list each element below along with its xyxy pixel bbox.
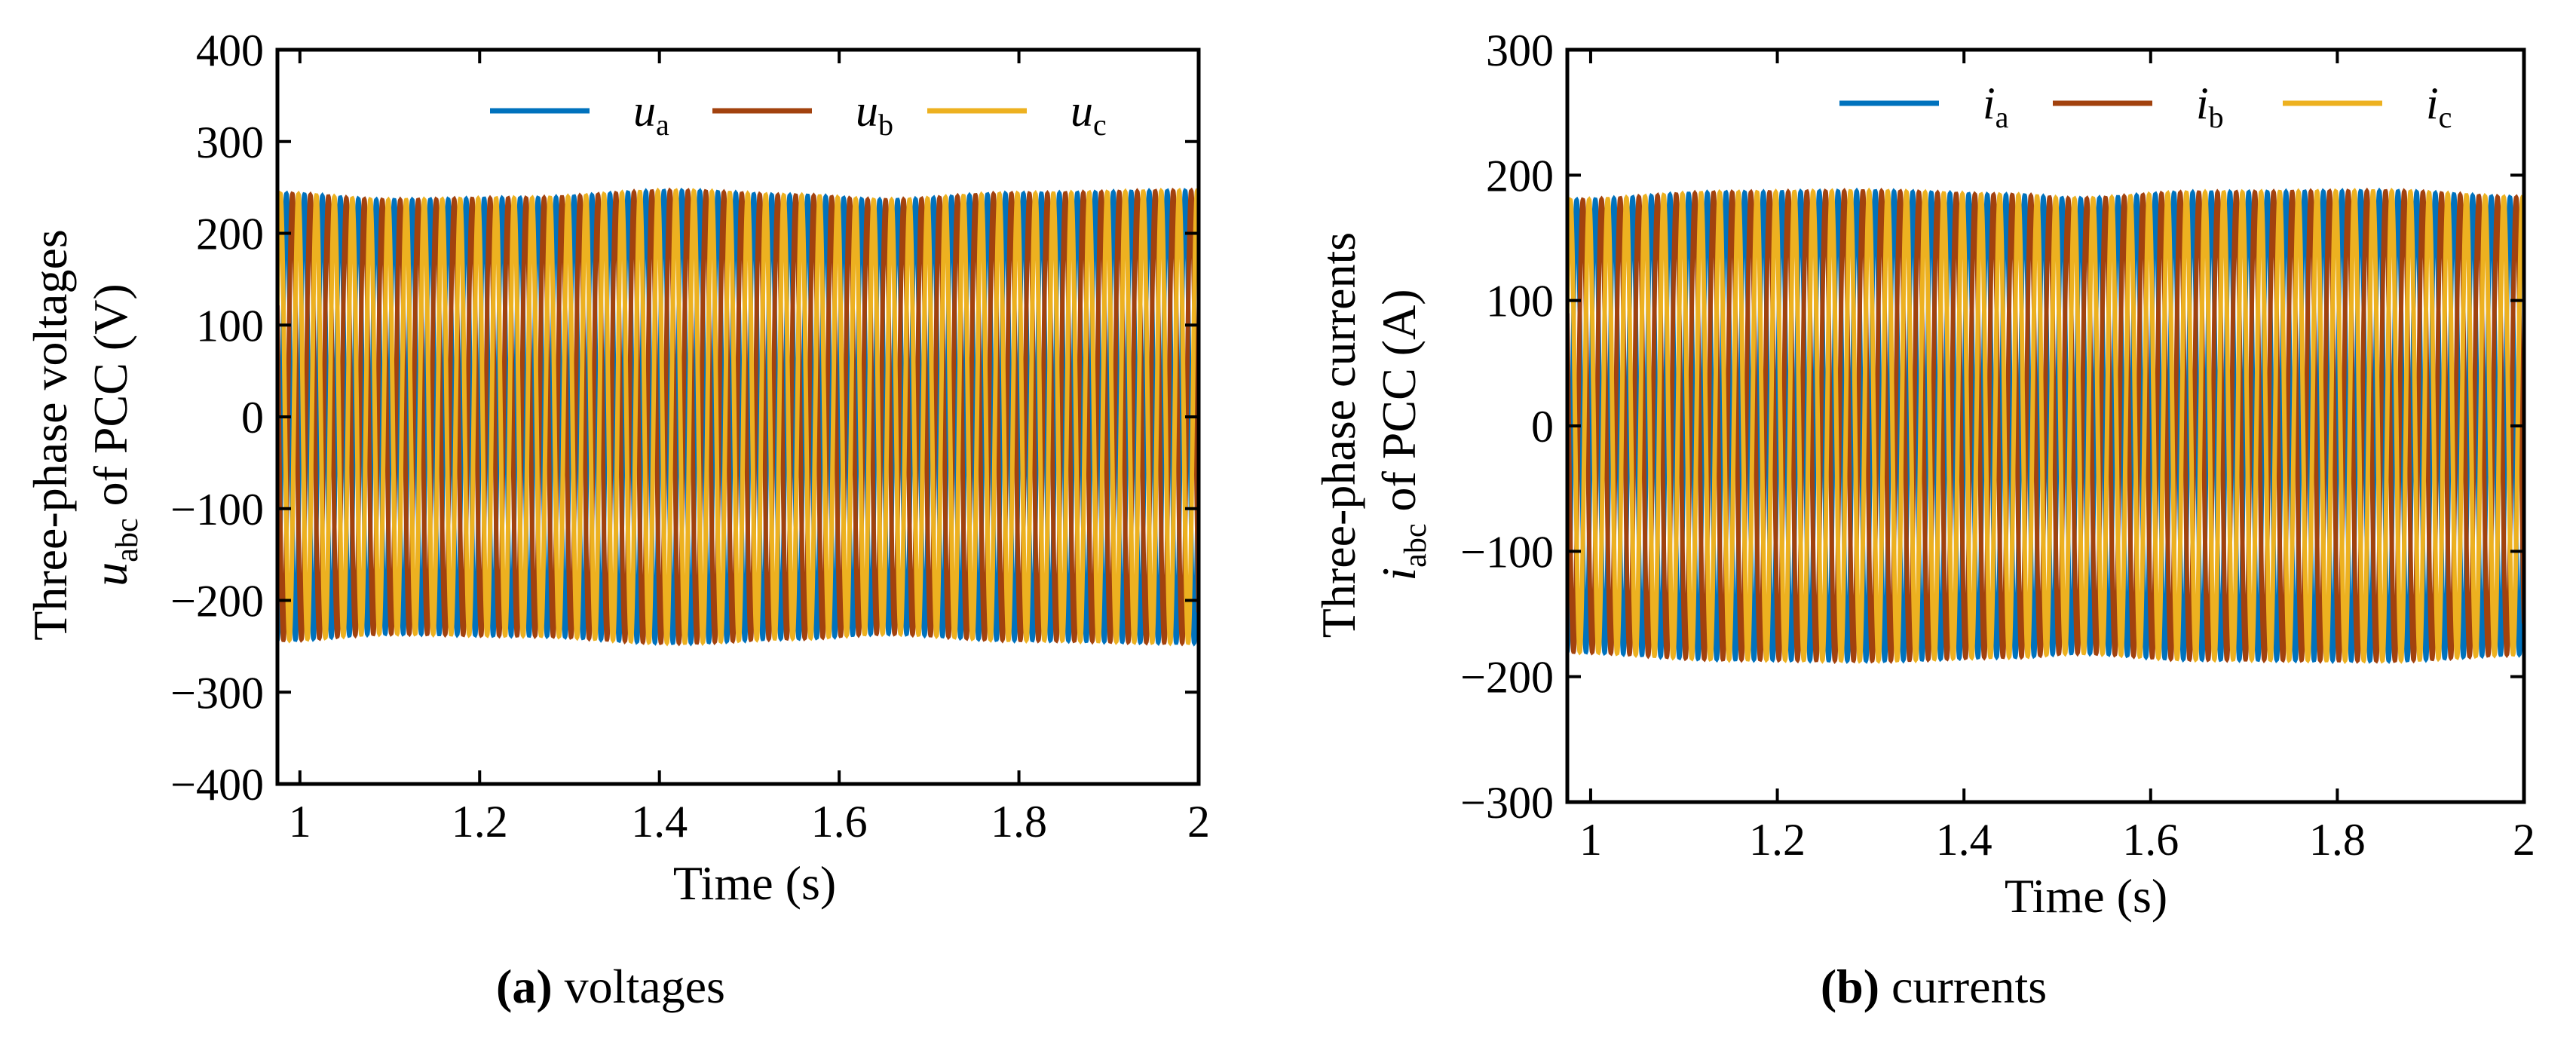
xlabel-currents: Time (s): [2005, 869, 2167, 923]
series-group-currents: [1567, 187, 2524, 665]
series-line-ic-currents: [1567, 187, 2524, 665]
ylabel-line1-voltages: Three-phase voltages: [23, 229, 77, 641]
caption-letter-voltages: (a): [496, 960, 553, 1013]
x-tick-label-voltages: 1.8: [991, 797, 1047, 847]
ylabel-symbol-voltages: u: [84, 562, 137, 586]
ylabel-sub-voltages: abc: [110, 518, 145, 562]
y-tick-label-currents: 200: [1486, 151, 1554, 201]
x-tick-label-voltages: 1.6: [811, 797, 868, 847]
x-tick-label-currents: 1.6: [2122, 815, 2179, 865]
y-tick-label-currents: 300: [1486, 26, 1554, 75]
ticks-voltages: 1 1.2 1.4 1.6 1.8 2 −400 −300 −200 −100 0 100 200 300…: [170, 26, 1210, 847]
legend-label-ia-currents: ia: [1983, 78, 2009, 134]
x-tick-label-voltages: 2: [1187, 797, 1210, 847]
xlabel-voltages: Time (s): [673, 856, 836, 910]
caption-text-currents: currents: [1879, 960, 2047, 1013]
y-tick-label-voltages: 100: [196, 301, 264, 351]
y-tick-label-currents: −200: [1460, 653, 1554, 703]
y-tick-label-voltages: 200: [196, 210, 264, 259]
y-tick-label-voltages: −400: [170, 760, 264, 810]
panel-voltages: 1 1.2 1.4 1.6 1.8 2 −400 −300 −200 −100 0 100 200 300…: [23, 26, 1210, 1013]
series-group-voltages: [277, 187, 1199, 647]
legend-label-ub-voltages: ub: [856, 86, 893, 142]
ylabel-sub-currents: abc: [1398, 524, 1433, 568]
x-tick-label-voltages: 1: [289, 797, 311, 847]
legend-label-ib-currents: ib: [2196, 78, 2224, 134]
ylabel-rest-currents: of PCC (A): [1372, 289, 1426, 523]
y-tick-label-voltages: 300: [196, 118, 264, 167]
legend-label-uc-voltages: uc: [1071, 86, 1107, 142]
y-tick-label-voltages: 400: [196, 26, 264, 75]
caption-letter-currents: (b): [1821, 960, 1879, 1013]
x-tick-label-currents: 1.4: [1936, 815, 1992, 865]
caption-voltages: (a) voltages: [496, 960, 725, 1013]
ylabel-symbol-currents: i: [1372, 568, 1426, 581]
y-tick-label-currents: −300: [1460, 778, 1554, 828]
plot-area-currents: [1565, 47, 2526, 804]
plot-area-voltages: [275, 47, 1201, 786]
y-tick-label-currents: 0: [1531, 402, 1554, 452]
x-tick-label-currents: 2: [2513, 815, 2535, 865]
ylabel-line2-currents: iabc of PCC (A): [1372, 289, 1433, 580]
caption-text-voltages: voltages: [553, 960, 725, 1013]
legend-label-ua-voltages: ua: [633, 86, 669, 142]
x-tick-label-currents: 1.2: [1749, 815, 1806, 865]
x-tick-label-voltages: 1.4: [631, 797, 688, 847]
x-tick-label-currents: 1: [1579, 815, 1602, 865]
ticks-currents: 1 1.2 1.4 1.6 1.8 2 −300 −200 −100 0 100 200 300: [1460, 26, 2535, 865]
y-tick-label-currents: −100: [1460, 527, 1554, 577]
y-tick-label-voltages: −200: [170, 577, 264, 626]
y-tick-label-currents: 100: [1486, 277, 1554, 326]
series-line-uc-voltages: [277, 187, 1199, 647]
caption-currents: (b) currents: [1821, 960, 2047, 1013]
y-tick-label-voltages: −300: [170, 668, 264, 718]
ylabel-line1-currents: Three-phase currents: [1312, 232, 1365, 638]
legend-currents: ia ib ic: [1839, 78, 2452, 134]
ylabel-line2-voltages: uabc of PCC (V): [84, 283, 145, 586]
ylabel-rest-voltages: of PCC (V): [84, 283, 137, 518]
y-tick-label-voltages: 0: [241, 393, 264, 442]
legend-voltages: ua ub uc: [490, 86, 1107, 142]
x-tick-label-voltages: 1.2: [452, 797, 508, 847]
legend-label-ic-currents: ic: [2426, 78, 2452, 134]
x-tick-label-currents: 1.8: [2309, 815, 2366, 865]
y-tick-label-voltages: −100: [170, 485, 264, 534]
